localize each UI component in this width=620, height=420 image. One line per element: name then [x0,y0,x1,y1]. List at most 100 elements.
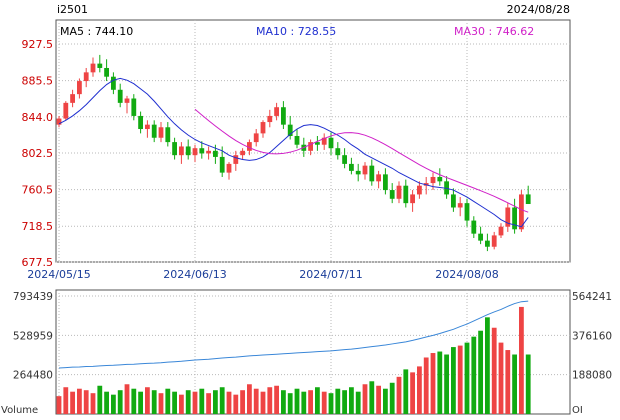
volume-bar [485,317,490,414]
candle-body [519,194,524,230]
candle-body [342,155,347,164]
volume-bar [179,394,184,414]
date-tick-label: 2024/07/11 [299,268,362,281]
candle-body [498,226,504,236]
volume-bar [253,388,259,414]
candle-body [165,127,171,143]
candle-body [505,207,511,227]
candle-body [260,122,266,134]
volume-bar [301,391,307,414]
volume-bar [355,391,361,414]
volume-bar [396,376,402,414]
price-tick-label: 844.0 [22,111,54,124]
ma10-line [58,77,529,228]
candle-body [97,63,103,68]
volume-bar [199,388,205,414]
candle-body [199,148,205,154]
date-tick-label: 2024/05/15 [27,268,90,281]
volume-bar [185,390,191,414]
volume-bar [491,327,497,414]
open-interest-y-axis: 564241 376160 188080 [572,291,612,382]
candle-body [274,107,279,116]
oi-label: OI [572,405,583,416]
volume-bar [321,391,327,414]
price-tick-label: 677.5 [22,256,54,269]
volume-tick-label: 264480 [13,370,53,382]
volume-bar [56,396,62,414]
candle-body [437,176,443,182]
date-tick-label: 2024/08/08 [435,268,498,281]
candle-body [233,155,239,164]
volume-bar [281,390,286,414]
oi-tick-label: 564241 [572,291,612,303]
volume-bar [457,345,463,414]
volume-tick-label: 793439 [13,291,53,303]
volume-bar [117,390,123,414]
volume-bar [165,388,171,414]
volume-tick-label: 528959 [13,330,53,342]
volume-bar [417,366,422,414]
candle-body [355,170,361,175]
candle-body [104,67,109,77]
candle-body [383,174,388,191]
volume-y-axis: 793439 528959 264480 [13,291,53,382]
legend-ma10: MA10 : 728.55 [256,25,336,38]
volume-bar [328,393,334,414]
volume-bar [410,372,415,414]
candle-body [362,165,368,175]
candle-body [111,76,116,90]
candle-body [145,124,150,130]
volume-bar [158,393,164,414]
volume-bar [267,387,273,414]
candle-body [281,107,286,125]
candle-body [63,102,69,119]
candle-body [83,72,89,82]
candle-body [192,148,198,156]
candle-body [172,142,177,156]
date-tick-label: 2024/06/13 [163,268,226,281]
candle-body [56,118,62,125]
candle-body [117,89,123,103]
candle-body [138,115,143,130]
volume-bar [131,388,137,414]
candle-body [294,135,300,145]
candle-body [287,124,293,136]
volume-bar [124,384,130,414]
volume-bar [383,388,388,414]
volume-bar [77,388,82,414]
oi-tick-label: 376160 [572,330,612,342]
volume-bar [505,350,511,414]
volume-bar [145,387,150,414]
candle-body [451,194,456,208]
volume-bar [335,388,341,414]
candle-body [491,235,497,247]
open-interest-line [58,300,529,369]
moving-average-lines [58,77,529,228]
candle-body [464,203,470,221]
candle-body [525,194,531,205]
price-tick-label: 718.5 [22,220,54,233]
volume-label: Volume [1,405,38,416]
volume-bar [437,351,443,414]
candle-body [430,176,436,184]
candlestick-series [56,54,531,252]
candle-body [213,150,218,157]
volume-bar [471,336,477,414]
volume-bar [233,394,239,414]
candle-body [70,94,75,103]
open-interest-polyline [58,300,529,369]
price-tick-label: 760.5 [22,184,54,197]
volume-bar [512,354,517,414]
volume-bar [376,385,381,414]
candle-body [389,190,395,199]
volume-bar [403,369,409,414]
ma30-line [194,108,529,213]
volume-bar [63,387,69,414]
candle-body [206,150,211,154]
volume-bar [213,390,218,414]
candle-body [131,98,137,116]
volume-bar [464,342,470,414]
volume-bar [247,384,252,414]
volume-bar [342,390,347,414]
candle-body [478,233,483,241]
